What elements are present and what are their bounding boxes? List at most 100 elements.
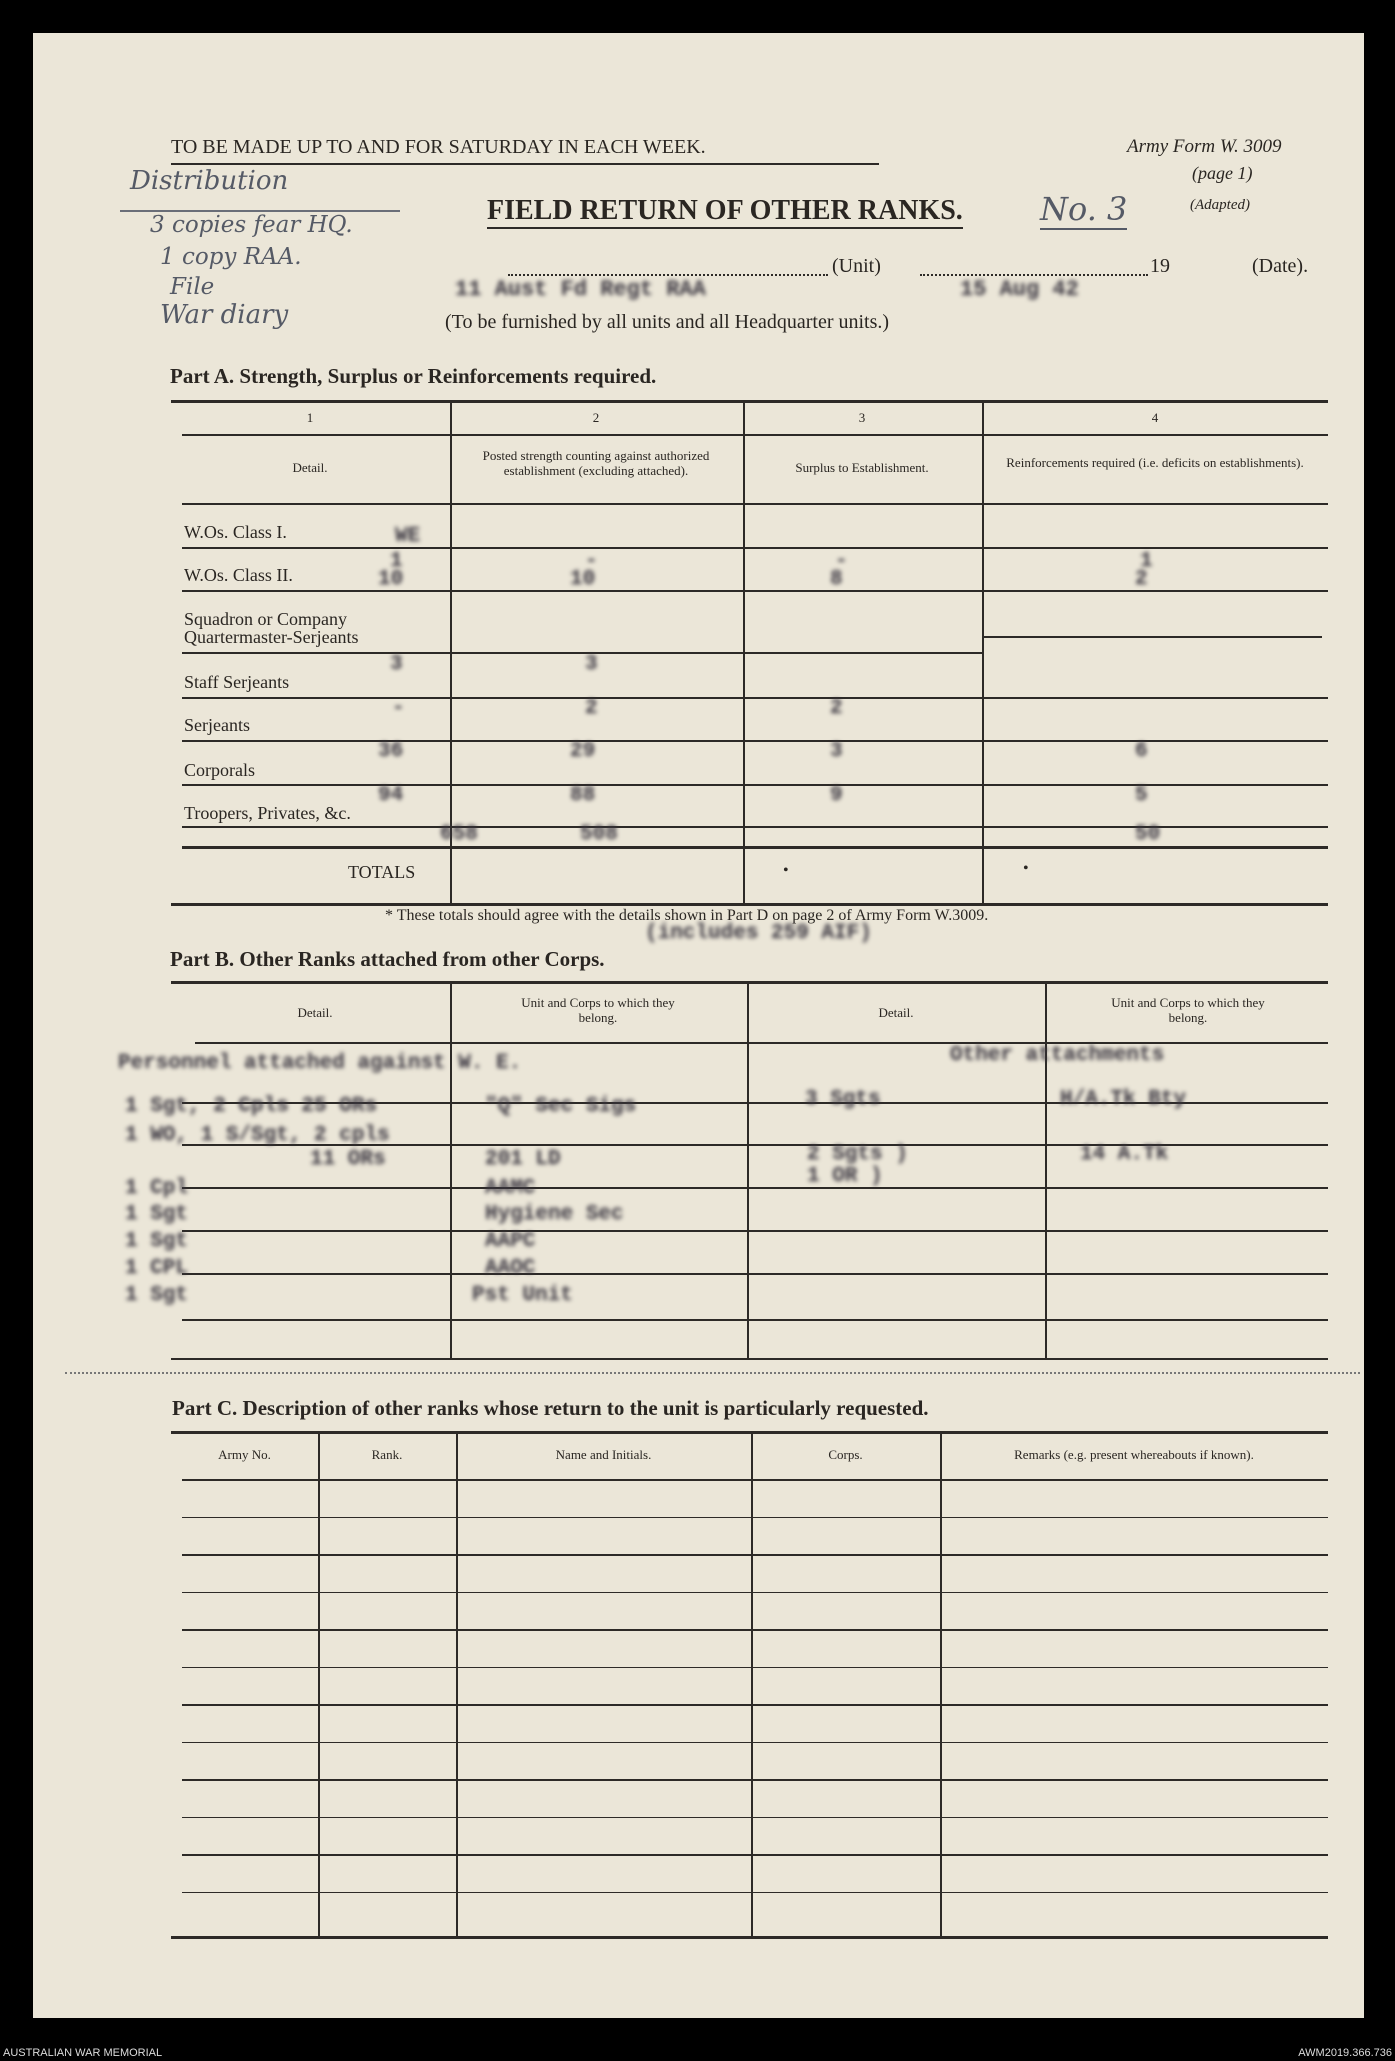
column-header: Rank.: [371, 1447, 403, 1462]
year-prefix: 19: [1150, 255, 1170, 277]
page-title: FIELD RETURN OF OTHER RANKS.: [487, 195, 963, 229]
typed-value: 10: [570, 568, 596, 591]
asterisk: •: [1023, 860, 1029, 877]
row-label: Corporals: [184, 760, 255, 780]
typed-unit: Pst Unit: [472, 1284, 573, 1307]
column-rule: [450, 400, 452, 903]
typed-detail: 11 ORs: [310, 1148, 386, 1171]
instruction-text: TO BE MADE UP TO AND FOR SATURDAY IN EAC…: [171, 136, 706, 158]
typed-detail: 1 CPL: [125, 1257, 189, 1280]
part-a-title: Part A. Strength, Surplus or Reinforceme…: [170, 364, 657, 388]
column-number: 4: [1151, 410, 1159, 425]
typed-value: 36: [378, 740, 404, 763]
typed-value: 6: [1135, 740, 1148, 763]
column-number: 1: [306, 410, 314, 425]
column-rule: [743, 400, 745, 903]
table-rule: [182, 547, 1328, 549]
table-rule: [182, 1319, 1328, 1321]
column-number: 3: [858, 410, 866, 425]
typed-value: 2: [830, 697, 843, 720]
row-label: Serjeants: [184, 715, 250, 735]
typed-value: 3: [830, 740, 843, 763]
asterisk: •: [783, 862, 789, 879]
typed-detail: 1 Sgt: [125, 1284, 189, 1307]
typed-value: 3: [585, 653, 598, 676]
column-rule: [318, 1431, 320, 1936]
table-rule: [182, 740, 1328, 742]
row-label: W.Os. Class I.: [184, 522, 287, 542]
handwritten-note: Distribution: [130, 166, 289, 196]
column-rule: [982, 400, 984, 903]
unit-line: [508, 256, 828, 276]
table-rule: [182, 1273, 1328, 1275]
table-rule: [182, 1230, 1328, 1232]
typed-value: 8: [830, 568, 843, 591]
table-rule: [171, 1358, 1328, 1360]
table-rule: [182, 1666, 1328, 1668]
column-number: 2: [592, 410, 600, 425]
typed-unit: 201 LD: [485, 1148, 561, 1171]
table-rule: [182, 1779, 1328, 1781]
column-header: Reinforcements required (i.e. deficits o…: [1006, 455, 1304, 470]
typed-value: 3: [390, 653, 403, 676]
typed-detail: 1 Sgt, 2 Cpls 25 ORs: [125, 1095, 378, 1118]
typed-detail: 1 WO, 1 S/Sgt, 2 cpls: [125, 1124, 390, 1147]
column-rule: [751, 1431, 753, 1936]
table-rule: [182, 1187, 1328, 1189]
table-rule: [182, 784, 1328, 786]
handwritten-note: 1 copy RAA.: [160, 244, 302, 270]
table-rule: [182, 1629, 1328, 1631]
typed-unit: Hygiene Sec: [485, 1203, 624, 1226]
column-header: Detail.: [292, 460, 328, 475]
column-rule: [450, 981, 452, 1358]
table-rule: [171, 981, 1328, 984]
table-rule: [182, 1554, 1328, 1556]
typed-unit: "Q" Sec Sigs: [485, 1095, 637, 1118]
typed-value: 2: [1135, 568, 1148, 591]
part-b-title: Part B. Other Ranks attached from other …: [170, 947, 605, 971]
perforation-line: [65, 1372, 1360, 1374]
typed-unit: AAOC: [485, 1257, 536, 1280]
table-rule: [182, 1479, 1328, 1481]
date-label: (Date).: [1252, 255, 1309, 277]
typed-heading: Other attachments: [950, 1044, 1165, 1067]
handwritten-note: War diary: [160, 300, 289, 330]
table-rule: [171, 400, 1328, 403]
typed-value: -: [585, 550, 598, 573]
typed-value: -: [835, 550, 848, 573]
table-rule: [182, 1816, 1328, 1818]
typed-value: 508: [580, 823, 618, 846]
typed-detail: 1 Sgt: [125, 1203, 189, 1226]
footer-left: AUSTRALIAN WAR MEMORIAL: [3, 2047, 163, 2059]
date-line: [920, 256, 1148, 276]
typed-value: 5: [1135, 784, 1148, 807]
typed-detail: 3 Sgts: [805, 1088, 881, 1111]
table-rule: [171, 903, 1328, 906]
typed-heading: Personnel attached against W. E.: [118, 1052, 522, 1075]
table-rule: [182, 503, 1328, 505]
column-header: Posted strength counting against authori…: [482, 448, 710, 478]
table-rule: [182, 1516, 1328, 1518]
typed-value: 10: [378, 568, 404, 591]
table-rule: [182, 1591, 1328, 1593]
table-rule: [171, 1431, 1328, 1434]
row-label: W.Os. Class II.: [184, 565, 293, 585]
typed-value: 1: [390, 550, 403, 573]
table-rule: [182, 1102, 1328, 1104]
table-rule: [182, 826, 1328, 828]
column-header: Detail.: [878, 1005, 914, 1020]
typed-value: 2: [585, 697, 598, 720]
typed-value: 1: [1140, 550, 1153, 573]
row-label: Staff Serjeants: [184, 672, 290, 692]
column-rule: [747, 981, 749, 1358]
table-rule: [182, 1741, 1328, 1743]
handwritten-note: File: [170, 274, 215, 300]
handwritten-number: No. 3: [1040, 190, 1128, 230]
column-header: Unit and Corps to which they belong.: [1111, 995, 1265, 1025]
column-header: Unit and Corps to which they belong.: [521, 995, 675, 1025]
subtitle: (To be furnished by all units and all He…: [445, 311, 890, 333]
typed-value: 88: [570, 784, 596, 807]
table-rule: [182, 1891, 1328, 1893]
typed-value: 658: [440, 823, 478, 846]
